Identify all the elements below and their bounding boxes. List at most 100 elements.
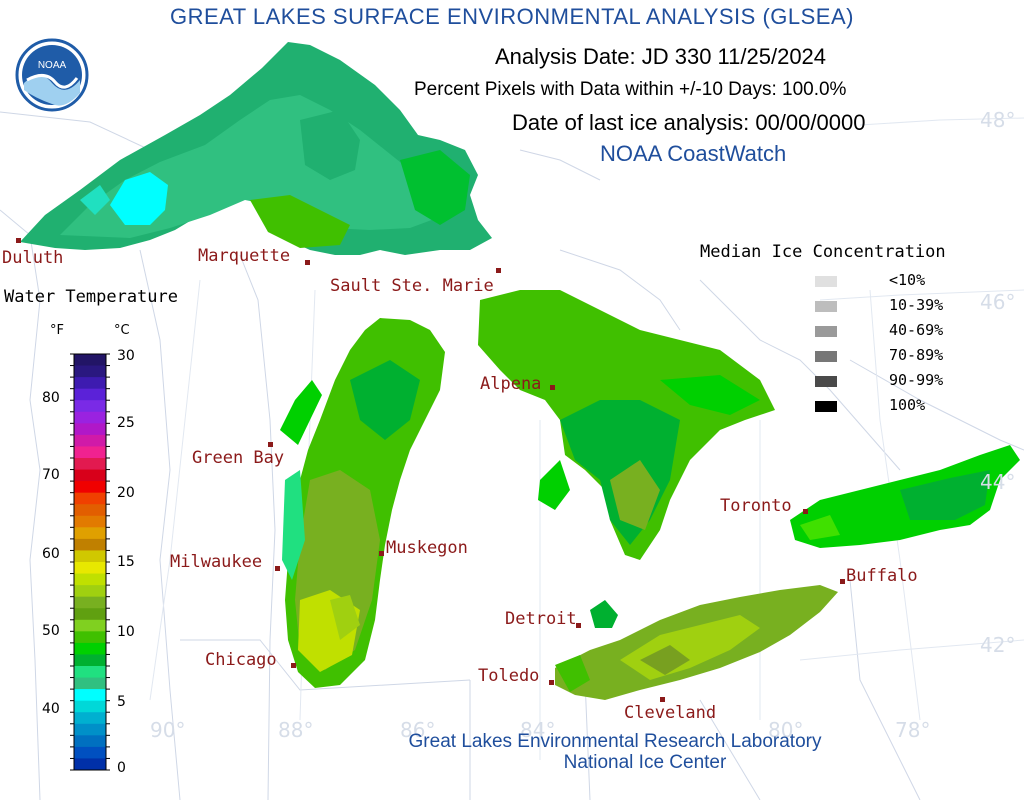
city-label-toronto: Toronto: [720, 496, 792, 516]
percent-pixels: Percent Pixels with Data within +/-10 Da…: [414, 79, 847, 100]
f-tick: 60: [42, 546, 60, 562]
lat-label: 42°: [980, 633, 1016, 657]
city-label-duluth: Duluth: [2, 248, 64, 268]
unit-celsius: °C: [114, 323, 130, 338]
colorbar-segment: [74, 608, 106, 621]
ice-analysis-date: Date of last ice analysis: 00/00/0000: [512, 110, 866, 135]
city-marker: [16, 238, 21, 243]
city-label-buffalo: Buffalo: [846, 566, 918, 586]
ice-legend-label: 70-89%: [889, 346, 944, 364]
page-title: GREAT LAKES SURFACE ENVIRONMENTAL ANALYS…: [170, 4, 854, 29]
c-tick: 25: [117, 415, 135, 431]
city-marker: [496, 268, 501, 273]
colorbar-segment: [74, 689, 106, 702]
colorbar-segment: [74, 596, 106, 609]
ice-legend-label: 10-39%: [889, 296, 944, 314]
colorbar-segment: [74, 434, 106, 447]
water-temperature-title: Water Temperature: [4, 287, 178, 307]
city-marker: [291, 663, 296, 668]
ice-legend-label: <10%: [889, 271, 926, 289]
lon-label: 86°: [400, 718, 436, 742]
lon-label: 90°: [150, 718, 186, 742]
lon-label: 78°: [895, 718, 931, 742]
city-marker: [275, 566, 280, 571]
ice-legend-label: 90-99%: [889, 371, 944, 389]
city-marker: [549, 680, 554, 685]
lat-label: 44°: [980, 470, 1016, 494]
lat-label: 48°: [980, 108, 1016, 132]
f-tick: 50: [42, 623, 60, 639]
city-marker: [550, 385, 555, 390]
lake-st-clair: [590, 600, 618, 628]
colorbar-segment: [74, 562, 106, 575]
ice-legend-label: 40-69%: [889, 321, 944, 339]
city-label-marquette: Marquette: [198, 246, 291, 266]
colorbar-frame: [73, 353, 107, 771]
colorbar-segment: [74, 377, 106, 390]
colorbar-segment: [74, 354, 106, 367]
colorbar-segment: [74, 642, 106, 655]
ice-legend-title: Median Ice Concentration: [700, 242, 946, 262]
colorbar-segment: [74, 481, 106, 494]
city-label-sault-ste-marie: Sault Ste. Marie: [330, 276, 494, 296]
lake-ontario: [790, 445, 1020, 548]
ice-swatch: [815, 401, 837, 412]
c-tick: 0: [117, 760, 126, 776]
colorbar-segment: [74, 631, 106, 644]
city-label-chicago: Chicago: [205, 650, 277, 670]
analysis-date: Analysis Date: JD 330 11/25/2024: [495, 44, 827, 69]
colorbar-segment: [74, 712, 106, 725]
city-label-cleveland: Cleveland: [624, 703, 717, 723]
ice-swatch: [815, 351, 837, 362]
colorbar-segment: [74, 550, 106, 563]
colorbar-segment: [74, 723, 106, 736]
ice-legend-label: 100%: [889, 396, 926, 414]
colorbar-segment: [74, 469, 106, 482]
city-marker: [305, 260, 310, 265]
colorbar-segment: [74, 619, 106, 632]
city-marker: [379, 551, 384, 556]
colorbar-segment: [74, 585, 106, 598]
colorbar-segment: [74, 746, 106, 759]
c-tick: 5: [117, 694, 126, 710]
lat-label: 46°: [980, 290, 1016, 314]
c-tick: 20: [117, 485, 135, 501]
c-tick: 30: [117, 348, 135, 364]
colorbar-segment: [74, 654, 106, 667]
colorbar-segment: [74, 677, 106, 690]
source-label: NOAA CoastWatch: [600, 141, 787, 166]
credit-nic: National Ice Center: [563, 752, 727, 773]
ice-swatch: [815, 301, 837, 312]
lake-michigan: [280, 318, 445, 688]
noaa-logo: NOAA: [15, 38, 89, 112]
city-marker: [803, 509, 808, 514]
colorbar-segment: [74, 423, 106, 436]
ice-swatch: [815, 276, 837, 287]
city-marker: [840, 579, 845, 584]
colorbar-segment: [74, 700, 106, 713]
city-label-green-bay: Green Bay: [192, 448, 285, 468]
lon-label: 84°: [520, 718, 556, 742]
city-label-toledo: Toledo: [478, 666, 540, 686]
city-label-alpena: Alpena: [480, 374, 542, 394]
city-marker: [268, 442, 273, 447]
lake-erie: [555, 585, 838, 700]
lake-superior: [20, 42, 492, 255]
colorbar-segment: [74, 400, 106, 413]
city-label-milwaukee: Milwaukee: [170, 552, 263, 572]
colorbar-segment: [74, 527, 106, 540]
city-label-detroit: Detroit: [505, 609, 577, 629]
colorbar-segment: [74, 365, 106, 378]
city-marker: [576, 623, 581, 628]
f-tick: 70: [42, 467, 60, 483]
city-marker: [660, 697, 665, 702]
lon-label: 80°: [768, 718, 804, 742]
colorbar-segment: [74, 515, 106, 528]
ice-swatch: [815, 326, 837, 337]
c-tick: 15: [117, 554, 135, 570]
temperature-colorbar: [70, 353, 110, 771]
colorbar-segment: [74, 492, 106, 505]
colorbar-segment: [74, 446, 106, 459]
lon-label: 88°: [278, 718, 314, 742]
